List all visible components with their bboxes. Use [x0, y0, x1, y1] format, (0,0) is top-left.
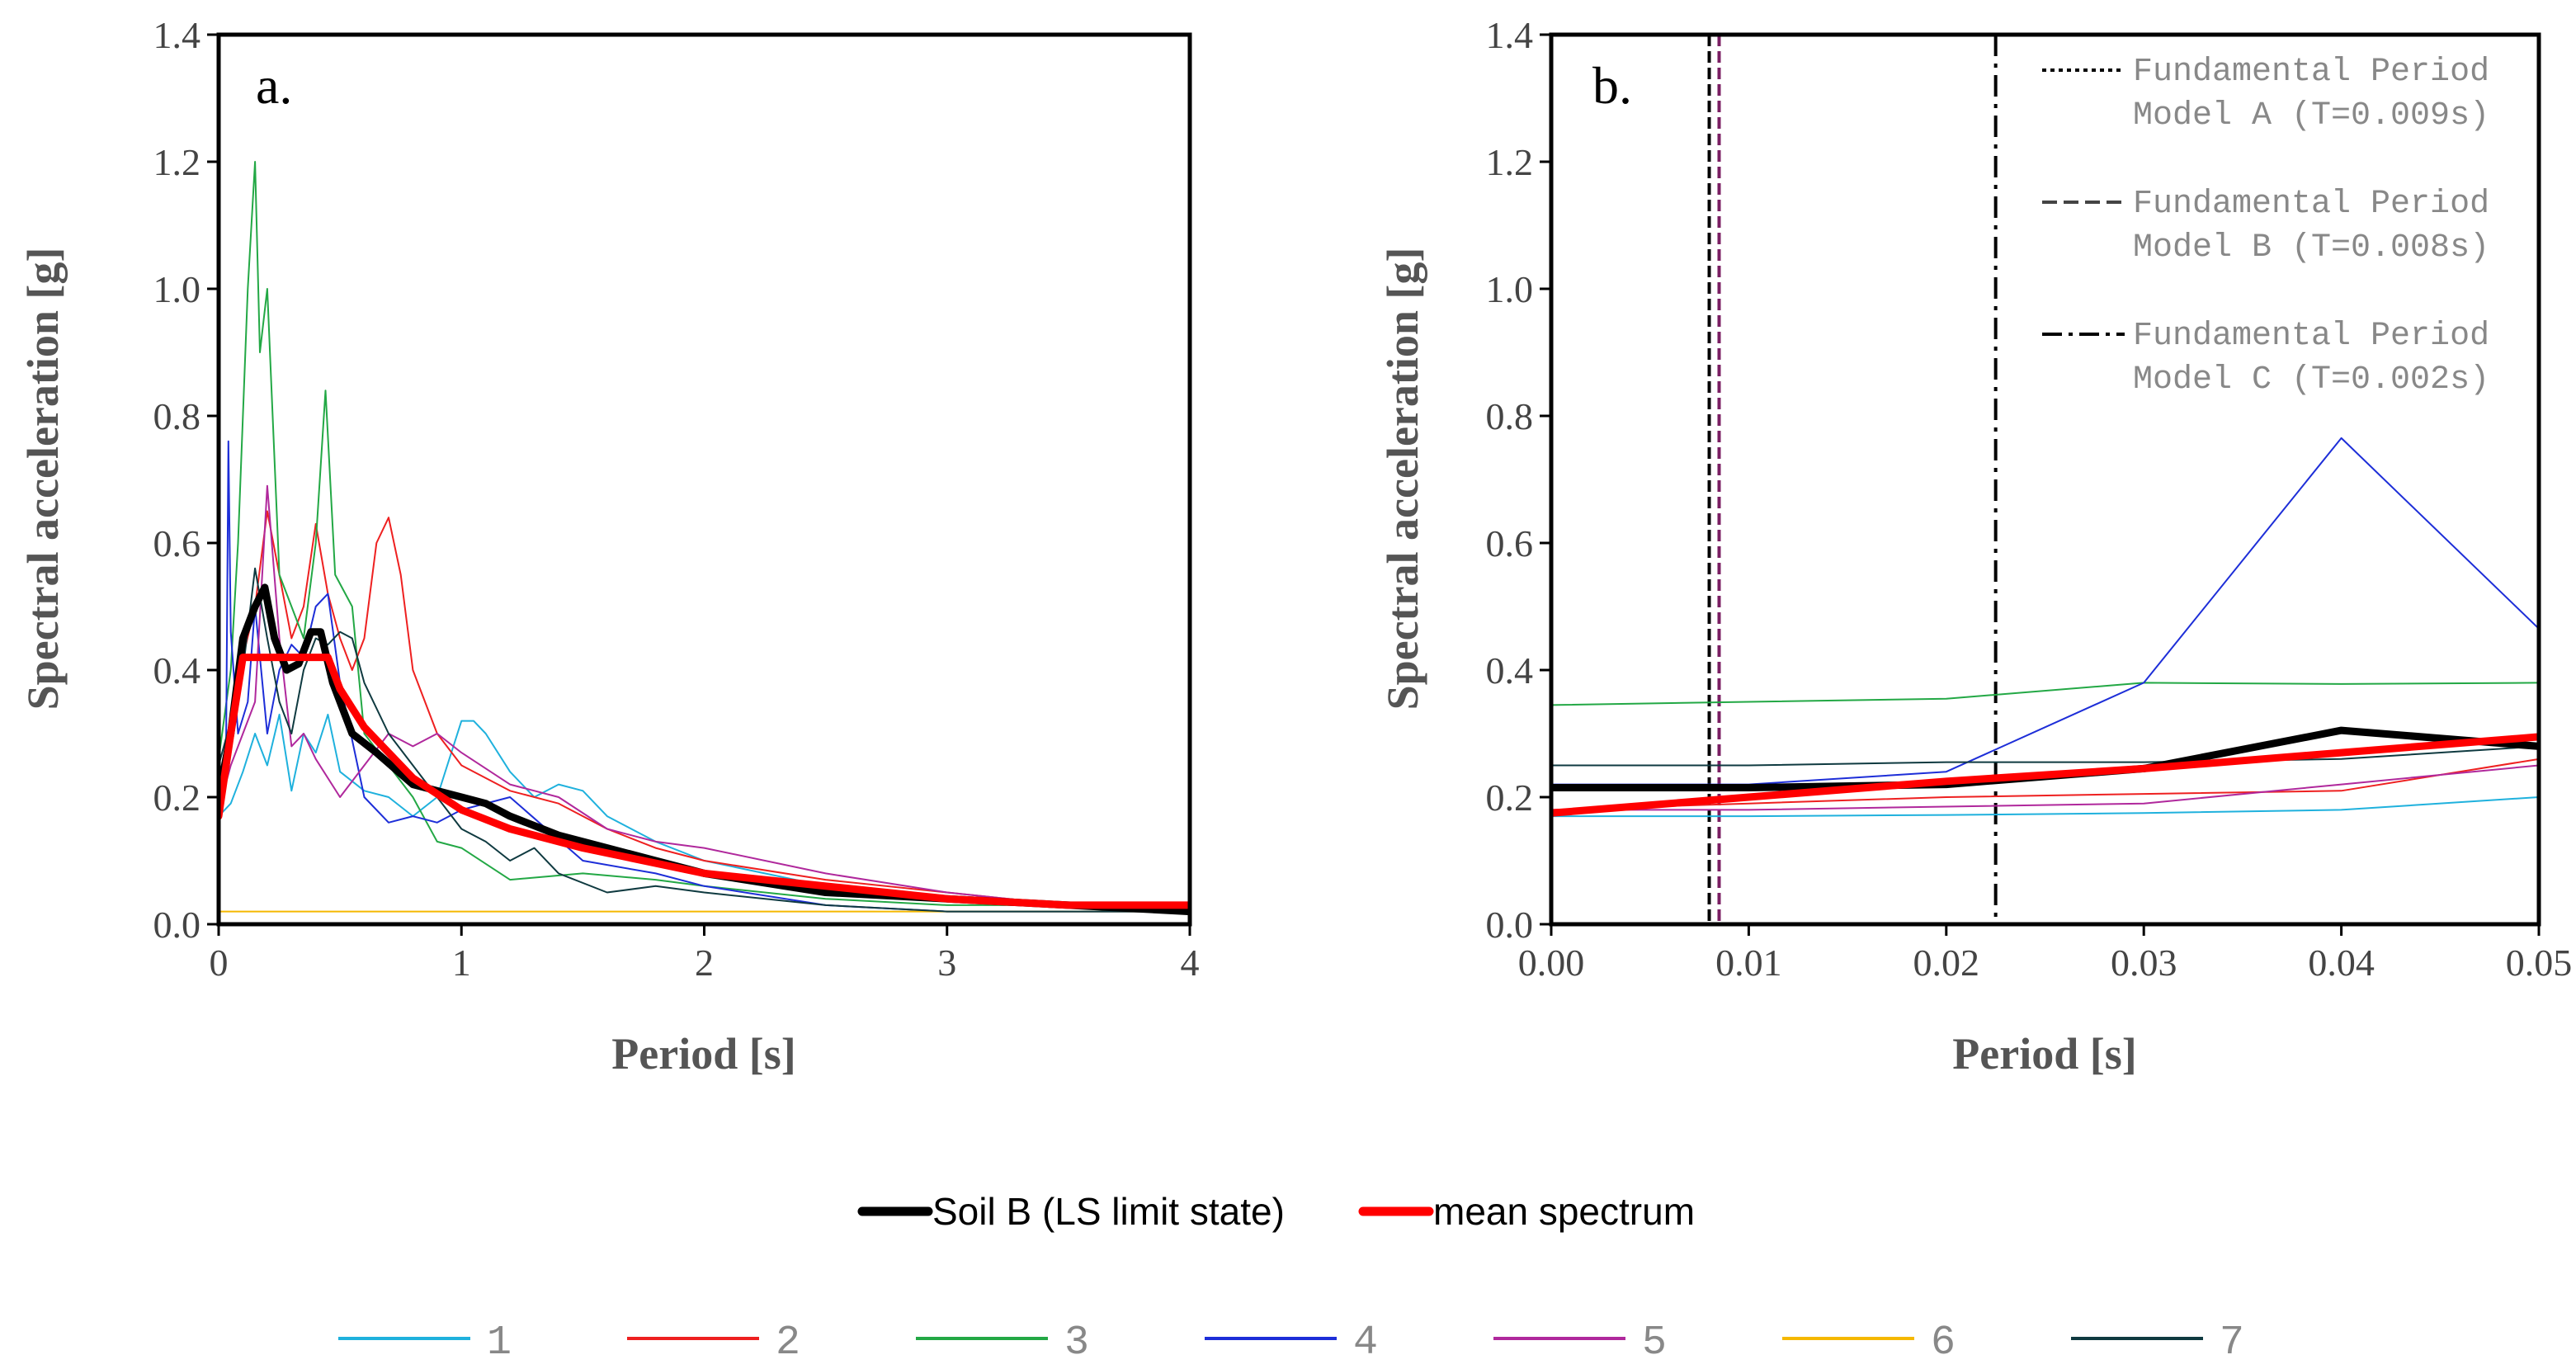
annotation-b-line2: Model B (T=0.008s) [2133, 229, 2489, 267]
panel-a-series-5 [219, 484, 1190, 913]
panel-a-ylabel: Spectral acceleration [g] [18, 248, 68, 710]
panel-b-xlabel: Period [s] [1952, 1029, 2136, 1079]
annotation-c-line1: Fundamental Period [2133, 318, 2489, 355]
panel-b-series-mean-spectrum [1551, 733, 2539, 817]
panel-a-ytick-label: 0.0 [153, 904, 201, 946]
panel-b-series-7 [1551, 745, 2539, 767]
panel-a-ticks: 0.0 0.2 0.4 0.6 0.8 1.0 1.2 1.4 0 1 2 3 4 [153, 14, 1200, 984]
legend-label-s3: 3 [1064, 1319, 1089, 1367]
panel-b-ytick-label: 1.2 [1486, 141, 1534, 183]
panel-b-xtick-label: 0.02 [1913, 942, 1980, 984]
legend-label-soilB: Soil B (LS limit state) [932, 1190, 1285, 1233]
panel-b-series [1551, 437, 2539, 818]
panel-a-series-7 [219, 567, 1190, 913]
panel-a-ytick-label: 1.2 [153, 141, 201, 183]
panel-a-series-mean-spectrum [219, 654, 1190, 909]
panel-a-frame [216, 32, 1192, 927]
panel-a-xtick-label: 4 [1181, 942, 1200, 984]
panel-a-xtick-label: 0 [210, 942, 229, 984]
panel-a-xtick-label: 1 [452, 942, 471, 984]
panel-a-ytick-label: 1.0 [153, 268, 201, 310]
panel-b-annotations: Fundamental Period Model A (T=0.009s) Fu… [2042, 54, 2489, 399]
annotation-c-line2: Model C (T=0.002s) [2133, 361, 2489, 399]
panel-a-xtick-label: 3 [937, 942, 956, 984]
legend-bottom: 1 2 3 4 5 6 7 [338, 1319, 2244, 1367]
panel-a-ytick-label: 0.8 [153, 395, 201, 437]
panel-b-frame [1549, 32, 2541, 927]
panel-b-ytick-label: 0.6 [1486, 522, 1534, 564]
legend-label-mean: mean spectrum [1433, 1190, 1695, 1233]
panel-b-ticks: 0.0 0.2 0.4 0.6 0.8 1.0 1.2 1.4 0.00 0.01 0.02 0.03… [1486, 14, 2573, 984]
panel-a-label: a. [256, 56, 292, 115]
legend-label-s2: 2 [776, 1319, 800, 1367]
panel-a-series-3 [219, 161, 1190, 913]
panel-b-xtick-label: 0.05 [2506, 942, 2573, 984]
panel-b-ytick-label: 0.4 [1486, 649, 1534, 692]
legend-label-s1: 1 [487, 1319, 512, 1367]
legend-label-s5: 5 [1642, 1319, 1667, 1367]
panel-b-ytick-label: 0.8 [1486, 395, 1534, 437]
annotation-a-line1: Fundamental Period [2133, 54, 2489, 91]
annotation-a-line2: Model A (T=0.009s) [2133, 97, 2489, 135]
panel-a-series-2 [219, 510, 1190, 913]
legend-label-s6: 6 [1931, 1319, 1956, 1367]
panel-a-ytick-label: 1.4 [153, 14, 201, 56]
panel-b-ytick-label: 1.0 [1486, 268, 1534, 310]
panel-b-ylabel: Spectral acceleration [g] [1378, 248, 1427, 710]
panel-b-ytick-label: 0.2 [1486, 777, 1534, 819]
panel-a-ytick-label: 0.6 [153, 522, 201, 564]
legend-label-s7: 7 [2220, 1319, 2244, 1367]
panel-a-xtick-label: 2 [695, 942, 714, 984]
panel-b: 0.0 0.2 0.4 0.6 0.8 1.0 1.2 1.4 0.00 0.01 0.02 0.03… [1378, 14, 2572, 1079]
panel-b-xtick-label: 0.01 [1715, 942, 1782, 984]
annotation-b-line1: Fundamental Period [2133, 186, 2489, 223]
panel-b-series-3 [1551, 682, 2539, 706]
panel-a-xlabel: Period [s] [611, 1029, 795, 1079]
legend-label-s4: 4 [1353, 1319, 1378, 1367]
panel-b-series-2 [1551, 758, 2539, 811]
panel-b-xtick-label: 0.04 [2308, 942, 2375, 984]
panel-a-ytick-label: 0.4 [153, 649, 201, 692]
panel-b-ytick-label: 1.4 [1486, 14, 1534, 56]
panel-b-ytick-label: 0.0 [1486, 904, 1534, 946]
panel-b-xtick-label: 0.03 [2111, 942, 2177, 984]
panel-a-ytick-label: 0.2 [153, 777, 201, 819]
panel-b-xtick-label: 0.00 [1518, 942, 1585, 984]
legend-top: Soil B (LS limit state) mean spectrum [857, 1190, 1695, 1233]
panel-b-label: b. [1592, 56, 1632, 115]
panel-b-series-5 [1551, 764, 2539, 811]
panel-a-series [219, 161, 1190, 916]
panel-a: 0.0 0.2 0.4 0.6 0.8 1.0 1.2 1.4 0 1 2 3 4 a. Period … [18, 14, 1200, 1079]
panel-b-series-1 [1551, 796, 2539, 818]
